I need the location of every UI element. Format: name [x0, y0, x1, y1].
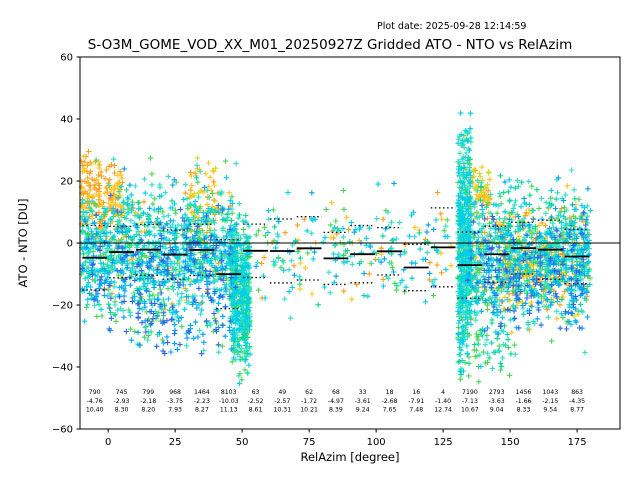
bin-count-label: 1043 — [542, 389, 558, 396]
bin-std-label: 10.40 — [86, 407, 104, 414]
x-tick-label: 0 — [105, 437, 111, 448]
bin-mean-label: -7.91 — [408, 398, 424, 405]
bin-count-label: 18 — [386, 389, 394, 396]
y-tick-label: −60 — [52, 425, 73, 436]
bin-std-label: 8.39 — [329, 407, 343, 414]
y-tick-label: 0 — [67, 239, 73, 250]
y-tick-label: −40 — [52, 363, 73, 374]
bin-mean-label: -2.57 — [274, 398, 290, 405]
plot-date-label: Plot date: 2025-09-28 12:14:59 — [377, 21, 527, 32]
bin-std-label: 9.54 — [543, 407, 557, 414]
bin-count-label: 63 — [252, 389, 260, 396]
bin-std-label: 11.13 — [220, 407, 238, 414]
bin-std-label: 12.74 — [434, 407, 452, 414]
bin-std-label: 8.27 — [195, 407, 209, 414]
bin-mean-label: -2.15 — [542, 398, 558, 405]
ticks-layer: 0 25 50 75 100 125 150 175 60 40 20 0 −20 −40 −60 — [52, 53, 587, 449]
bin-count-label: 799 — [142, 389, 154, 396]
scatter-series — [79, 192, 589, 357]
bin-count-label: 8103 — [221, 389, 237, 396]
bin-std-label: 8.20 — [141, 407, 155, 414]
bin-std-label: 7.93 — [168, 407, 182, 414]
bin-std-label: 7.48 — [409, 407, 423, 414]
bin-count-label: 4 — [441, 389, 445, 396]
bin-count-label: 790 — [89, 389, 101, 396]
x-tick-label: 75 — [303, 437, 316, 448]
bin-count-label: 68 — [332, 389, 340, 396]
bin-count-label: 1456 — [516, 389, 532, 396]
bin-count-label: 7190 — [462, 389, 478, 396]
bin-count-label: 62 — [305, 389, 313, 396]
x-tick-label: 25 — [169, 437, 182, 448]
bin-mean-label: -3.75 — [167, 398, 183, 405]
bin-mean-label: -4.35 — [569, 398, 585, 405]
y-tick-label: −20 — [52, 301, 73, 312]
bin-std-label: 8.77 — [570, 407, 584, 414]
scatter-layer — [78, 110, 593, 387]
scatter-series — [79, 166, 592, 355]
bin-mean-label: -4.76 — [87, 398, 103, 405]
stat-lines-layer — [80, 207, 620, 310]
bin-std-label: 9.24 — [356, 407, 370, 414]
x-tick-label: 175 — [568, 437, 587, 448]
bin-std-label: 10.21 — [300, 407, 318, 414]
x-tick-label: 150 — [501, 437, 520, 448]
bin-count-label: 16 — [412, 389, 420, 396]
bin-mean-label: -1.72 — [301, 398, 317, 405]
chart-title: S-O3M_GOME_VOD_XX_M01_20250927Z Gridded … — [87, 37, 573, 53]
y-tick-label: 20 — [60, 177, 73, 188]
bin-mean-label: -2.52 — [247, 398, 263, 405]
bin-mean-label: -2.68 — [381, 398, 397, 405]
bin-std-label: 8.30 — [115, 407, 129, 414]
bin-std-label: 8.61 — [249, 407, 263, 414]
bin-mean-label: -3.61 — [355, 398, 371, 405]
bin-count-label: 863 — [571, 389, 583, 396]
bin-count-label: 1464 — [194, 389, 210, 396]
bin-count-label: 745 — [116, 389, 128, 396]
x-axis-label: RelAzim [degree] — [300, 450, 400, 464]
bin-mean-label: -4.97 — [328, 398, 344, 405]
bin-mean-label: -2.93 — [113, 398, 129, 405]
bin-mean-label: -3.63 — [489, 398, 505, 405]
bin-count-label: 33 — [359, 389, 367, 396]
bin-mean-label: -1.40 — [435, 398, 451, 405]
bin-mean-label: -2.23 — [194, 398, 210, 405]
scatter-series — [79, 110, 593, 387]
bin-stats-layer: 790 -4.76 10.40 745 -2.93 8.30 799 -2.18 8.20 968… — [86, 389, 585, 414]
bin-count-label: 49 — [278, 389, 286, 396]
bin-mean-label: -7.13 — [462, 398, 478, 405]
y-tick-label: 60 — [60, 53, 73, 64]
bin-mean-label: -2.18 — [140, 398, 156, 405]
x-tick-label: 125 — [434, 437, 453, 448]
bin-count-label: 2793 — [489, 389, 505, 396]
bin-std-label: 10.31 — [273, 407, 291, 414]
x-tick-label: 50 — [236, 437, 249, 448]
bin-std-label: 7.65 — [383, 407, 397, 414]
bin-std-label: 9.04 — [490, 407, 504, 414]
x-tick-label: 100 — [367, 437, 386, 448]
bin-count-label: 968 — [169, 389, 181, 396]
y-tick-label: 40 — [60, 115, 73, 126]
bin-mean-label: -10.03 — [219, 398, 239, 405]
bin-std-label: 10.67 — [461, 407, 479, 414]
bin-mean-label: -1.66 — [515, 398, 531, 405]
bin-std-label: 8.33 — [517, 407, 531, 414]
